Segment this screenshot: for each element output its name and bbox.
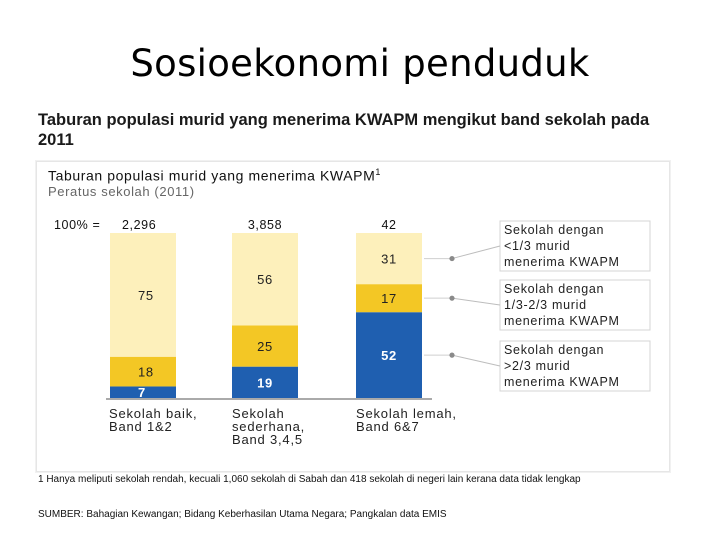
category-label: Sekolah lemah, [356, 406, 457, 421]
bar-segment [110, 233, 176, 357]
legend-label: Sekolah dengan [504, 223, 604, 237]
legend-label: <1/3 murid [504, 239, 570, 253]
figure-heading: Taburan populasi murid yang menerima KWA… [38, 111, 650, 149]
data-label: 56 [257, 272, 273, 287]
data-label: 17 [381, 291, 397, 306]
legend-connector-line [451, 297, 501, 306]
data-label: 31 [381, 252, 397, 267]
total-prefix-label: 100% = [54, 218, 100, 232]
footnote: 1 Hanya meliputi sekolah rendah, kecuali… [38, 474, 581, 485]
chart-title-text: Taburan populasi murid yang menerima KWA… [48, 167, 376, 184]
slide-title: Sosioekonomi penduduk [130, 42, 590, 85]
bar-segment [232, 325, 298, 367]
data-label: 75 [138, 288, 154, 303]
bar-segment [356, 312, 422, 398]
category-label: Band 6&7 [356, 419, 420, 434]
category-label: Sekolah [232, 406, 285, 421]
legend-box [499, 220, 651, 272]
chart-subtitle: Peratus sekolah (2011) [48, 184, 195, 199]
legend-box [499, 279, 651, 331]
legend-label: menerima KWAPM [504, 375, 620, 389]
data-label: 7 [138, 385, 146, 400]
data-label: 18 [138, 365, 154, 380]
bar-segment [356, 233, 422, 285]
category-label: sederhana, [232, 419, 305, 434]
legend-label: menerima KWAPM [504, 314, 620, 328]
data-label: 52 [381, 348, 397, 363]
footnote-marker: 1 [375, 167, 381, 177]
data-label: 19 [257, 375, 273, 390]
category-label: Band 3,4,5 [232, 432, 303, 447]
legend-label: >2/3 murid [504, 359, 570, 373]
legend-connector-line [451, 354, 501, 367]
bar-segment [232, 366, 298, 398]
category-label: Sekolah baik, [109, 406, 197, 421]
bar-segment [232, 233, 298, 326]
total-label: 2,296 [122, 218, 156, 232]
category-label: Band 1&2 [109, 419, 173, 434]
legend-label: menerima KWAPM [504, 255, 620, 269]
source-note: SUMBER: Bahagian Kewangan; Bidang Keberh… [38, 509, 447, 520]
chart-title: Taburan populasi murid yang menerima KWA… [48, 167, 381, 184]
legend-connector-dot [449, 352, 455, 358]
legend-label: Sekolah dengan [504, 343, 604, 357]
total-label: 3,858 [248, 218, 282, 232]
legend-label: 1/3-2/3 murid [504, 298, 587, 312]
bar-segment [356, 284, 422, 313]
data-label: 25 [257, 339, 273, 354]
legend-label: Sekolah dengan [504, 282, 604, 296]
bar-segment [110, 356, 176, 387]
bar-segment [110, 386, 176, 398]
legend-connector-dot [449, 255, 455, 262]
legend-connector-line [451, 245, 501, 260]
legend-connector-dot [449, 295, 455, 301]
total-label: 42 [381, 218, 396, 232]
